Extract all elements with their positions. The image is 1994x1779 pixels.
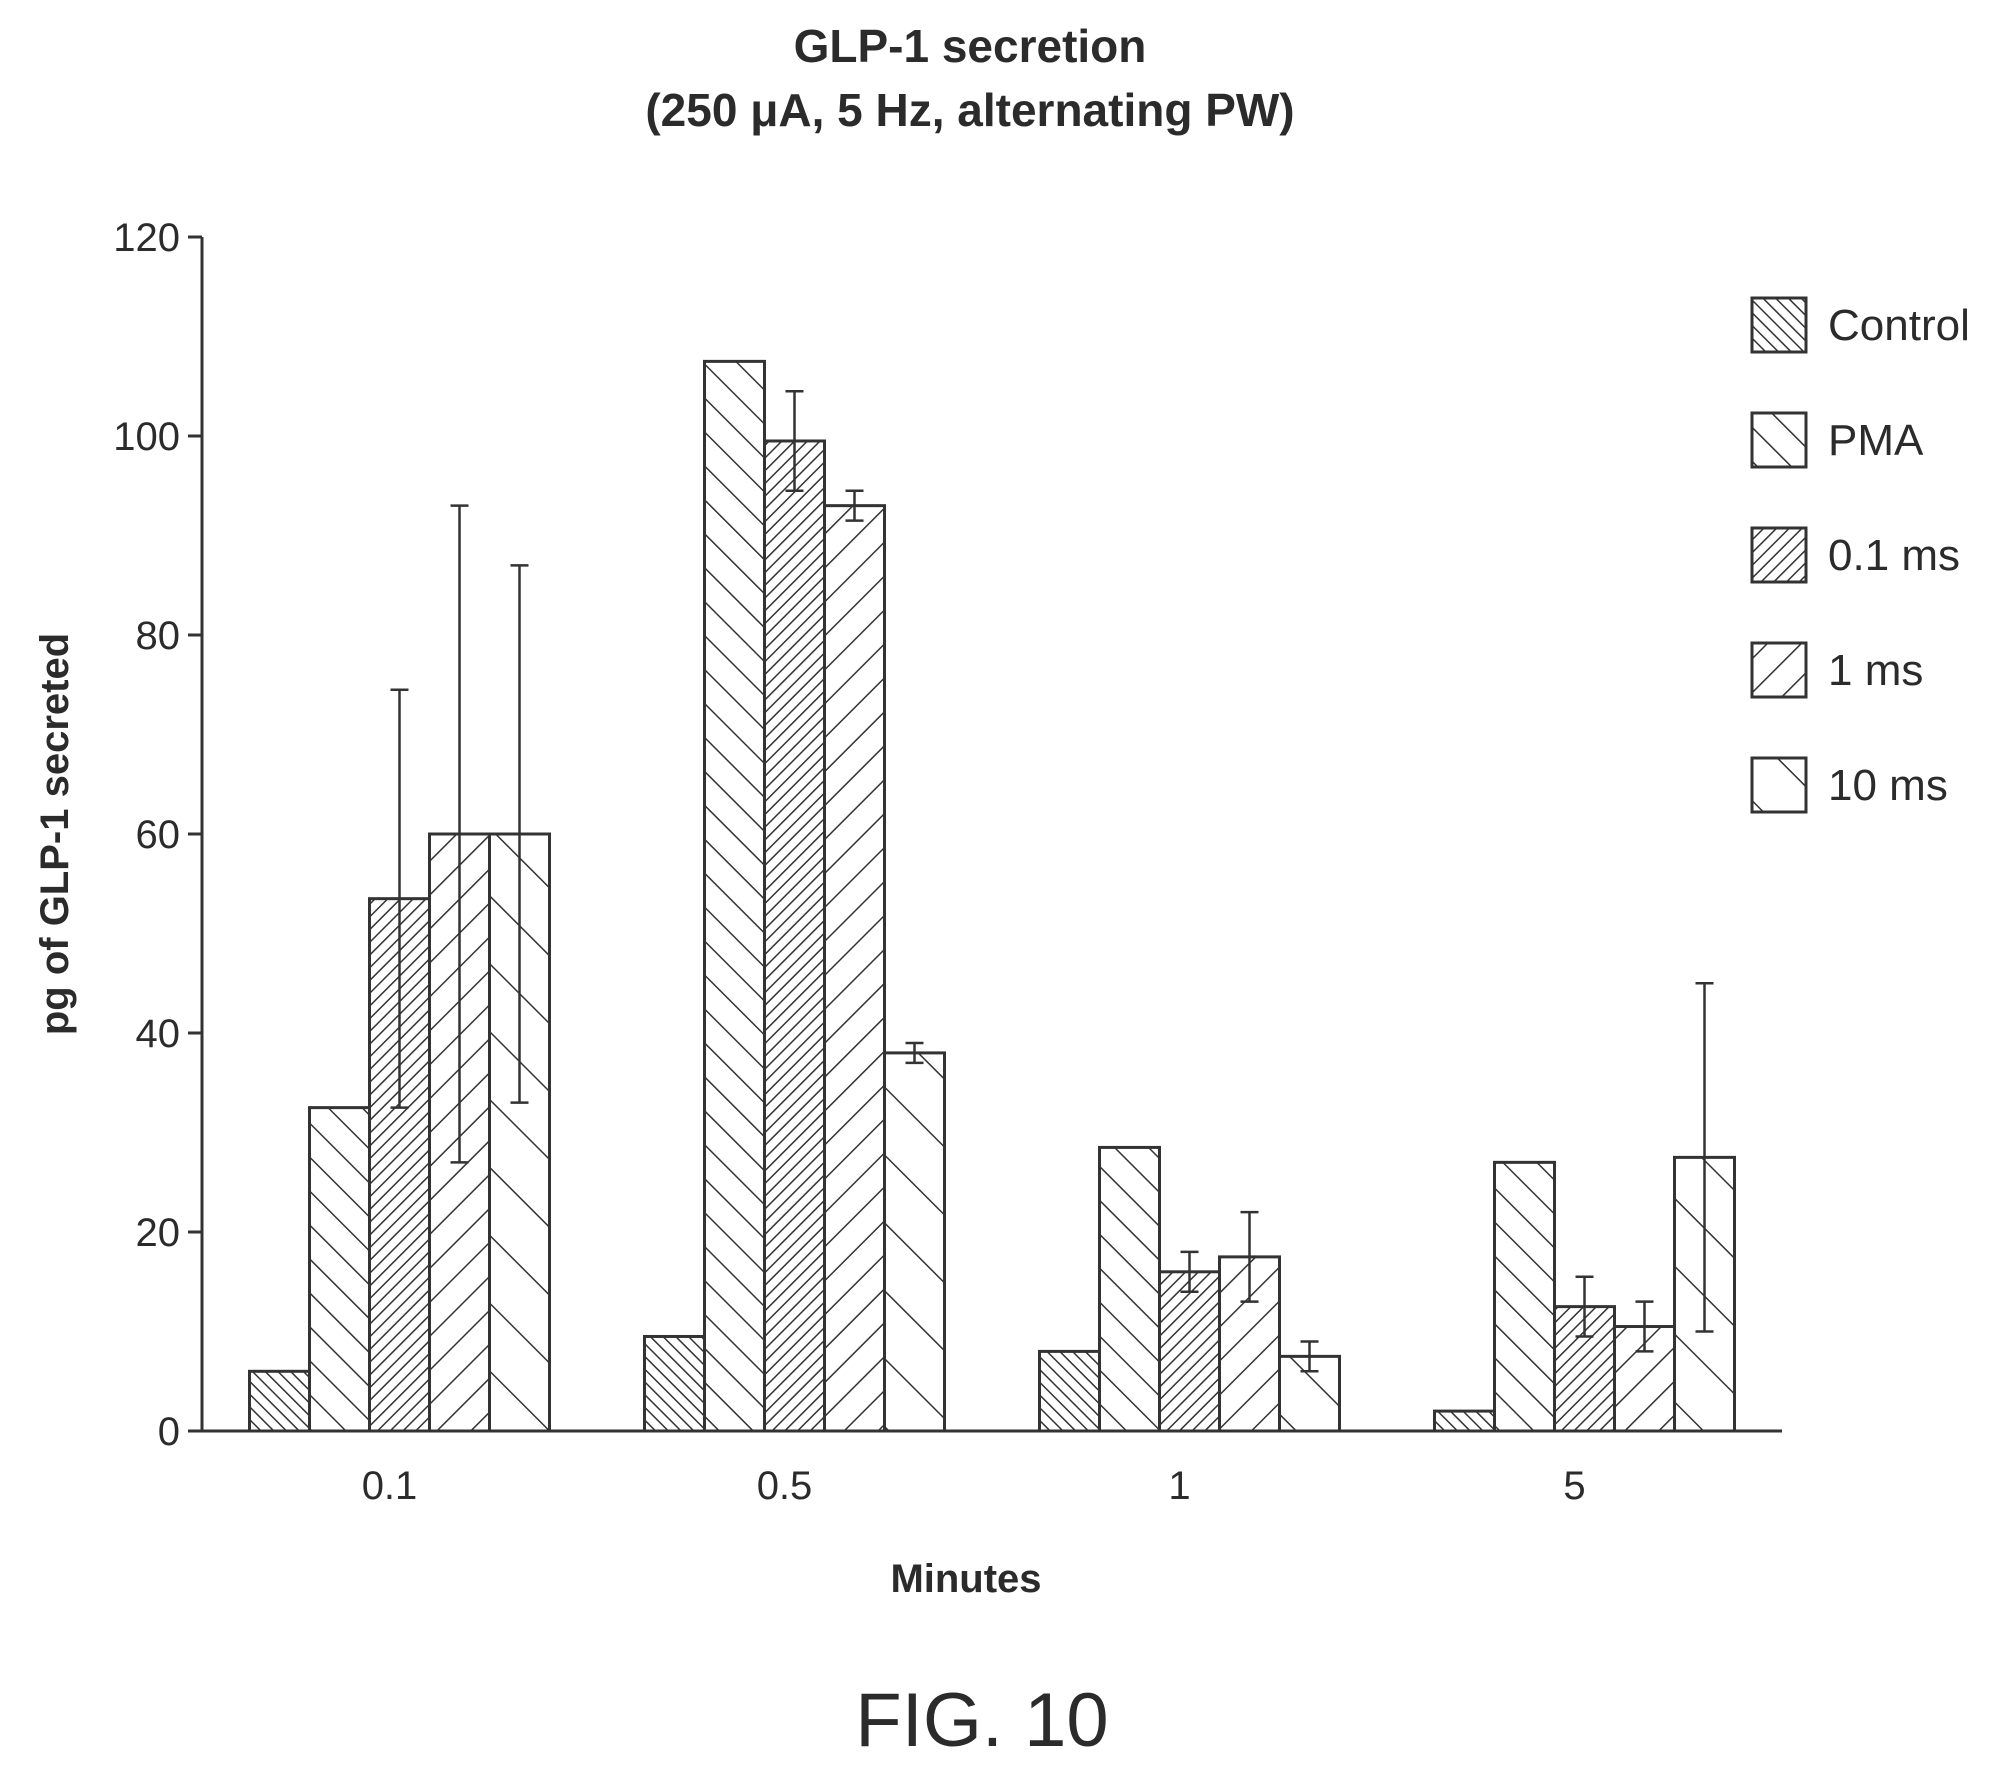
legend-item: 0.1 ms (1750, 526, 1960, 584)
error-bar (905, 1041, 924, 1065)
y-tick-label: 60 (136, 813, 181, 857)
y-tick-label: 80 (136, 614, 181, 658)
legend-item: PMA (1750, 411, 1924, 469)
x-tick-label: 0.1 (362, 1464, 418, 1508)
legend-item: 1 ms (1750, 641, 1923, 699)
y-tick-label: 40 (136, 1012, 181, 1056)
legend-item: Control (1750, 296, 1970, 354)
chart-title: GLP-1 secretion (794, 20, 1147, 72)
legend-label: 10 ms (1828, 761, 1948, 810)
bar-10-ms-0.5 (883, 1051, 946, 1433)
error-bar (1635, 1300, 1654, 1353)
bar-control-0.5 (643, 1334, 706, 1433)
y-tick-label: 20 (136, 1211, 181, 1255)
x-tick-label: 1 (1168, 1464, 1190, 1508)
error-bar (450, 504, 469, 1164)
legend-label: Control (1828, 301, 1970, 350)
x-tick-label: 0.5 (757, 1464, 813, 1508)
bar-series-group (248, 359, 1736, 1433)
y-tick-label: 100 (113, 415, 180, 459)
legend-label: 0.1 ms (1828, 531, 1960, 580)
legend-label: 1 ms (1828, 646, 1923, 695)
figure-caption: FIG. 10 (855, 1678, 1108, 1763)
legend: Control PMA 0.1 ms 1 ms 10 ms (1750, 296, 1970, 814)
error-bar (845, 489, 864, 522)
y-tick-label: 120 (113, 216, 180, 260)
bar-control-0.1 (248, 1369, 311, 1433)
error-bar (785, 389, 804, 492)
error-bar (1300, 1340, 1319, 1373)
error-bar (1180, 1250, 1199, 1293)
legend-swatch (1750, 526, 1808, 584)
error-bar (1575, 1275, 1594, 1338)
y-axis-title: pg of GLP-1 secreted (33, 633, 77, 1035)
error-bar (1695, 982, 1714, 1333)
bar-pma-0.1 (308, 1106, 371, 1433)
bar-1-ms-0.5 (823, 504, 886, 1433)
bar-control-1 (1038, 1349, 1101, 1433)
legend-swatch (1750, 756, 1808, 814)
legend-swatch (1750, 411, 1808, 469)
error-bar (390, 688, 409, 1109)
x-axis-title: Minutes (890, 1557, 1041, 1601)
legend-item: 10 ms (1750, 756, 1948, 814)
bar-0-1-ms-0.5 (763, 439, 826, 1433)
chart-subtitle: (250 μA, 5 Hz, alternating PW) (645, 84, 1294, 136)
bar-control-5 (1433, 1409, 1496, 1433)
bar-pma-1 (1098, 1145, 1161, 1433)
y-axis: 0 20 40 60 80 100 120 (113, 216, 202, 1454)
bar-pma-0.5 (703, 359, 766, 1433)
legend-swatch (1750, 296, 1808, 354)
y-tick-label: 0 (158, 1410, 180, 1454)
legend-swatch (1750, 641, 1808, 699)
x-tick-label: 5 (1563, 1464, 1585, 1508)
error-bar (1240, 1210, 1259, 1303)
error-bar (510, 564, 529, 1104)
x-axis: 0.1 0.5 1 5 (362, 1464, 1586, 1508)
bar-pma-5 (1493, 1160, 1556, 1433)
error-bar-group (390, 389, 1714, 1373)
legend-label: PMA (1828, 416, 1924, 465)
bar-0-1-ms-1 (1158, 1270, 1221, 1433)
